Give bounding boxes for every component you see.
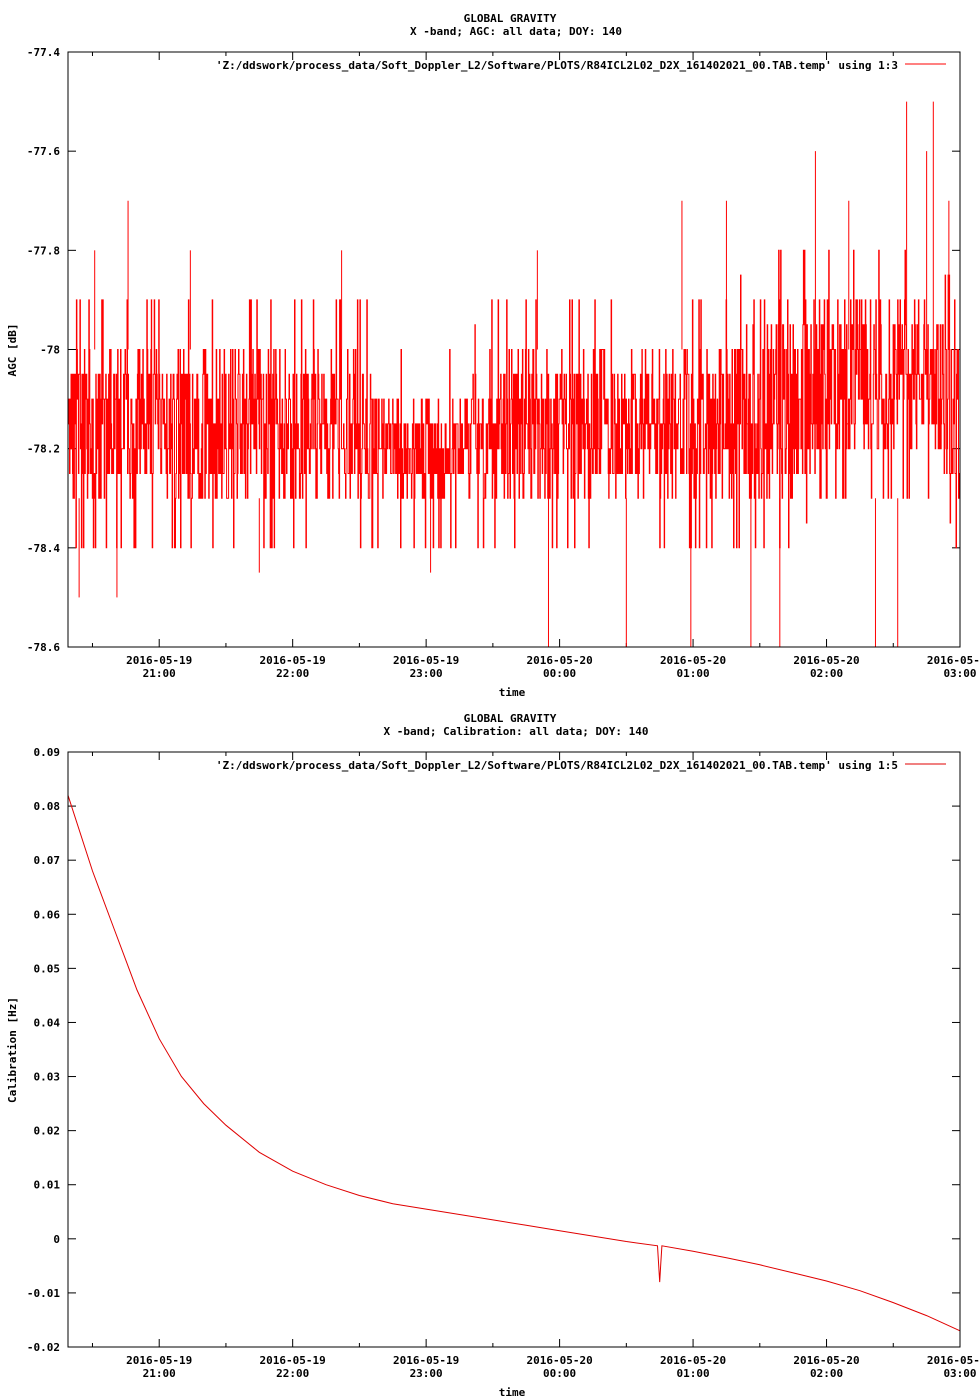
agc-x-axis-label: time [499, 686, 526, 699]
agc-x-tick-label-date: 2016-05-19 [126, 654, 192, 667]
calibration-x-tick-label-date: 2016-05-19 [393, 1354, 459, 1367]
agc-x-tick-label-date: 2016-05-20 [660, 654, 726, 667]
calibration-y-tick-label: 0.02 [34, 1125, 61, 1138]
calibration-y-tick-label: -0.02 [27, 1341, 60, 1354]
agc-x-tick-label-time: 03:00 [943, 667, 976, 680]
agc-x-tick-label-date: 2016-05-19 [393, 654, 459, 667]
agc-y-tick-label: -77.4 [27, 46, 60, 59]
calibration-x-tick-label-time: 00:00 [543, 1367, 576, 1380]
agc-data-marks [68, 101, 960, 647]
agc-x-tick-label-time: 00:00 [543, 667, 576, 680]
calibration-data-marks [67, 795, 961, 1332]
agc-x-tick-label-date: 2016-05-20 [793, 654, 859, 667]
calibration-y-tick-label: 0.01 [34, 1179, 61, 1192]
calibration-y-axis-label: Calibration [Hz] [6, 997, 19, 1103]
agc-chart-title: GLOBAL GRAVITY [464, 12, 557, 25]
agc-x-tick-label-time: 01:00 [677, 667, 710, 680]
calibration-y-tick-label: 0.06 [34, 908, 61, 921]
calibration-x-tick-label-date: 2016-05-20 [660, 1354, 726, 1367]
agc-x-tick-label-date: 2016-05-20 [526, 654, 592, 667]
agc-y-tick-label: -77.6 [27, 145, 60, 158]
calibration-y-tick-label: -0.01 [27, 1287, 60, 1300]
calibration-x-tick-label-date: 2016-05-20 [793, 1354, 859, 1367]
agc-x-tick-label-date: 2016-05-20 [927, 654, 980, 667]
calibration-x-tick-label-time: 03:00 [943, 1367, 976, 1380]
calibration-series-line [67, 795, 961, 1332]
agc-y-tick-label: -78.2 [27, 443, 60, 456]
calibration-y-tick-label: 0.07 [34, 854, 61, 867]
calibration-x-tick-label-time: 21:00 [143, 1367, 176, 1380]
agc-axis-ticks: -78.6 -78.4 -78.2 -78 -77.8 -77.6 -77.4 2016-05… [27, 46, 980, 680]
agc-x-tick-label-time: 21:00 [143, 667, 176, 680]
calibration-chart: GLOBAL GRAVITY X -band; Calibration: all… [6, 712, 980, 1399]
agc-x-tick-label-date: 2016-05-19 [260, 654, 326, 667]
agc-x-tick-label-time: 23:00 [410, 667, 443, 680]
calibration-legend-label: 'Z:/ddswork/process_data/Soft_Doppler_L2… [216, 759, 898, 772]
calibration-chart-subtitle: X -band; Calibration: all data; DOY: 140 [384, 725, 649, 738]
agc-chart-subtitle: X -band; AGC: all data; DOY: 140 [410, 25, 622, 38]
calibration-y-tick-label: 0.08 [34, 800, 61, 813]
calibration-x-tick-label-time: 23:00 [410, 1367, 443, 1380]
agc-y-tick-label: -78 [40, 344, 60, 357]
calibration-x-tick-label-date: 2016-05-20 [526, 1354, 592, 1367]
agc-chart: GLOBAL GRAVITY X -band; AGC: all data; D… [6, 12, 980, 699]
calibration-x-tick-label-time: 01:00 [677, 1367, 710, 1380]
calibration-x-tick-label-time: 22:00 [276, 1367, 309, 1380]
calibration-plot-frame [67, 751, 961, 1348]
agc-series-line [68, 249, 960, 549]
calibration-y-tick-label: 0 [53, 1233, 60, 1246]
calibration-x-tick-label-date: 2016-05-19 [126, 1354, 192, 1367]
calibration-y-tick-label: 0.03 [34, 1071, 61, 1084]
agc-plot-frame [67, 51, 961, 648]
agc-y-tick-label: -78.6 [27, 641, 60, 654]
calibration-chart-title: GLOBAL GRAVITY [464, 712, 557, 725]
calibration-x-tick-label-time: 02:00 [810, 1367, 843, 1380]
calibration-y-tick-label: 0.05 [34, 962, 61, 975]
calibration-x-axis-label: time [499, 1386, 526, 1399]
agc-x-tick-label-time: 22:00 [276, 667, 309, 680]
agc-legend-label: 'Z:/ddswork/process_data/Soft_Doppler_L2… [216, 59, 898, 72]
calibration-y-tick-label: 0.04 [34, 1016, 61, 1029]
calibration-x-tick-label-date: 2016-05-19 [260, 1354, 326, 1367]
agc-y-axis-label: AGC [dB] [6, 324, 19, 377]
calibration-x-tick-label-date: 2016-05-20 [927, 1354, 980, 1367]
calibration-y-tick-label: 0.09 [34, 746, 61, 759]
agc-y-tick-label: -77.8 [27, 244, 60, 257]
agc-x-tick-label-time: 02:00 [810, 667, 843, 680]
agc-y-tick-label: -78.4 [27, 542, 60, 555]
calibration-axis-ticks: -0.02 -0.01 0 0.01 0.02 0.03 0.04 0.05 0.06 0.07 0… [27, 746, 980, 1380]
